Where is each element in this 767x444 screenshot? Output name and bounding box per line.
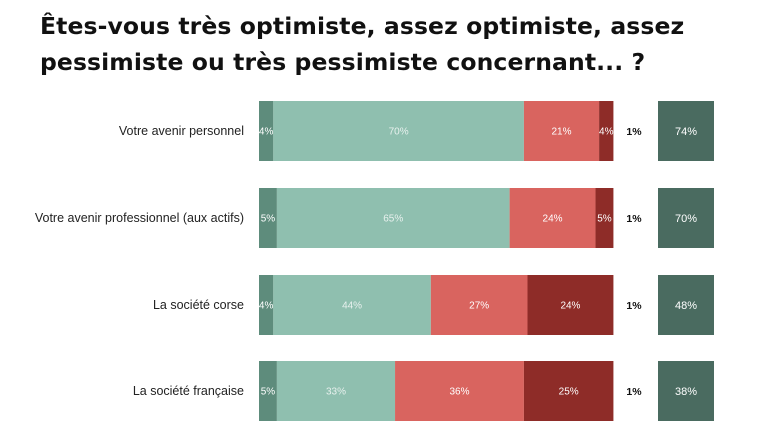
bar-segment (599, 101, 614, 161)
data-label: 27% (469, 301, 489, 312)
bar-segment (276, 188, 510, 248)
unlabeled-value-label: 1% (626, 386, 642, 398)
data-label: 36% (449, 387, 469, 398)
data-label: 21% (552, 127, 572, 138)
unlabeled-value-label: 1% (626, 126, 642, 138)
bar-segment (523, 361, 614, 421)
total-label: 70% (675, 213, 697, 225)
total-box (658, 101, 714, 161)
unlabeled-value-label: 1% (626, 300, 642, 312)
category-label: La société corse (153, 298, 244, 312)
bar-segment (395, 361, 524, 421)
bar-segment (527, 275, 614, 335)
category-label: Votre avenir professionnel (aux actifs) (35, 211, 244, 225)
unlabeled-value-label: 1% (626, 213, 642, 225)
data-label: 44% (342, 301, 362, 312)
data-label: 65% (383, 214, 403, 225)
bar-segment (259, 361, 277, 421)
data-label: 4% (259, 301, 274, 312)
total-label: 38% (675, 386, 697, 398)
data-label: 4% (259, 127, 274, 138)
bar-segment (509, 188, 596, 248)
total-box (658, 188, 714, 248)
data-label: 24% (543, 214, 563, 225)
bar-segment (273, 275, 431, 335)
bar-segment (259, 275, 274, 335)
bar-segment (273, 101, 524, 161)
data-label: 25% (559, 387, 579, 398)
data-label: 5% (261, 214, 276, 225)
chart-title-line-1: Êtes-vous très optimiste, assez optimist… (40, 12, 685, 40)
total-box (658, 361, 714, 421)
data-label: 5% (597, 214, 612, 225)
data-label: 70% (389, 127, 409, 138)
data-label: 24% (560, 301, 580, 312)
chart-title: Êtes-vous très optimiste, assez optimist… (40, 8, 760, 80)
bar-segment (259, 188, 277, 248)
category-label: Votre avenir personnel (119, 124, 244, 138)
bar-segment (276, 361, 396, 421)
category-label: La société française (133, 384, 244, 398)
data-label: 4% (599, 127, 614, 138)
bar-segment (523, 101, 600, 161)
bar-segment (595, 188, 614, 248)
data-label: 33% (326, 387, 346, 398)
bar-segment (430, 275, 528, 335)
total-label: 48% (675, 300, 697, 312)
data-label: 5% (261, 387, 276, 398)
bar-segment (259, 101, 274, 161)
total-label: 74% (675, 126, 697, 138)
total-box (658, 275, 714, 335)
chart-title-line-2: pessimiste ou très pessimiste concernant… (40, 48, 646, 76)
